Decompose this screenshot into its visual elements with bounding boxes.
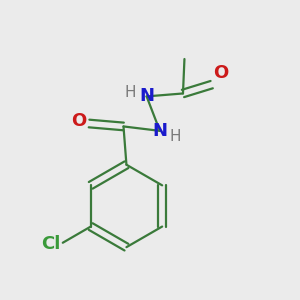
Text: O: O xyxy=(213,64,228,82)
Text: Cl: Cl xyxy=(41,235,60,253)
Text: H: H xyxy=(170,129,181,144)
Text: H: H xyxy=(125,85,136,100)
Text: N: N xyxy=(152,122,167,140)
Text: N: N xyxy=(139,87,154,105)
Text: O: O xyxy=(71,112,86,130)
